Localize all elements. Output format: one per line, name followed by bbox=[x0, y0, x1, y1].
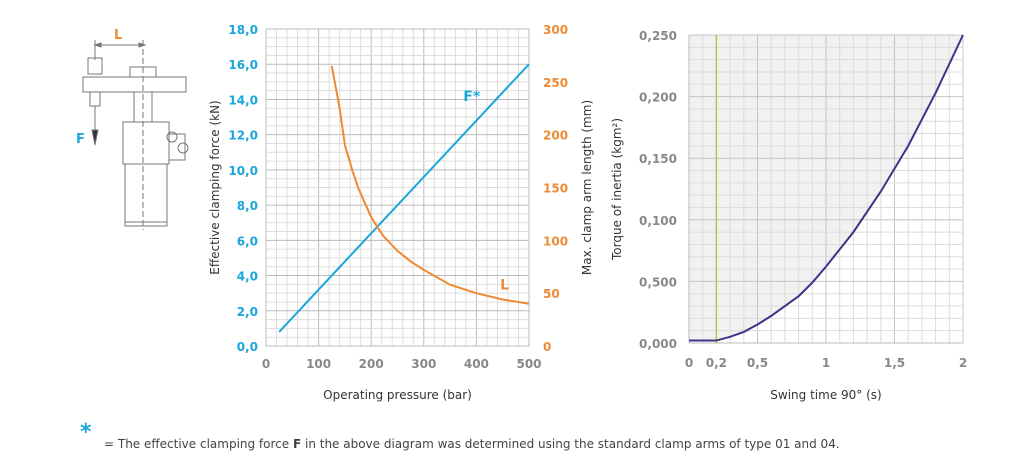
x-tick-label: 200 bbox=[359, 357, 384, 371]
y-tick-label: 4,0 bbox=[237, 270, 258, 284]
y-tick-label: 6,0 bbox=[237, 234, 258, 248]
y-tick-label: 12,0 bbox=[228, 129, 258, 143]
x-tick-label: 1 bbox=[822, 356, 830, 370]
x-tick-label: 2 bbox=[959, 356, 967, 370]
y-tick-label: 10,0 bbox=[228, 164, 258, 178]
y-tick-label: 16,0 bbox=[228, 58, 258, 72]
illustration-L-label: L bbox=[114, 28, 122, 43]
y-tick-label: 2,0 bbox=[237, 305, 258, 319]
y2-tick-label: 100 bbox=[543, 234, 568, 248]
y2-tick-label: 0 bbox=[543, 340, 551, 354]
y-tick-label: 0,0 bbox=[237, 340, 258, 354]
x-tick-label: 1,5 bbox=[884, 356, 905, 370]
footnote-bold: F bbox=[292, 437, 302, 451]
y-tick-label: 0,500 bbox=[639, 275, 677, 289]
x-tick-label: 0,5 bbox=[747, 356, 768, 370]
y-axis-label: Effective clamping force (kN) bbox=[208, 100, 222, 274]
y2-axis-label: Max. clamp arm length (mm) bbox=[580, 100, 594, 275]
x-tick-label: 500 bbox=[516, 357, 541, 371]
x-tick-label: 100 bbox=[306, 357, 331, 371]
y2-tick-label: 50 bbox=[543, 287, 560, 301]
footnote: = The effective clamping force F in the … bbox=[104, 437, 840, 451]
y-tick-label: 0,200 bbox=[639, 91, 677, 105]
y2-tick-label: 200 bbox=[543, 129, 568, 143]
x-axis-label: Swing time 90° (s) bbox=[770, 388, 881, 402]
illustration-F-label: F bbox=[76, 132, 85, 147]
plot-frame bbox=[265, 28, 530, 347]
y-tick-label: 0,100 bbox=[639, 214, 677, 228]
x-tick-label: 0 bbox=[685, 356, 693, 370]
y-tick-label: 8,0 bbox=[237, 199, 258, 213]
y2-tick-label: 250 bbox=[543, 76, 568, 90]
y-tick-label: 14,0 bbox=[228, 93, 258, 107]
y2-tick-label: 300 bbox=[543, 23, 568, 37]
annotation-length: L bbox=[500, 278, 509, 294]
annotation-force: F* bbox=[463, 89, 481, 105]
x-tick-label: 0,2 bbox=[706, 356, 727, 370]
footnote-asterisk: * bbox=[80, 420, 92, 445]
x-tick-label: 400 bbox=[464, 357, 489, 371]
footnote-post: in the above diagram was determined usin… bbox=[301, 437, 840, 451]
y-tick-label: 18,0 bbox=[228, 23, 258, 37]
pressure-chart: 0 100 200 300 400 5000,02,04,06,08,010,012,01… bbox=[208, 23, 594, 402]
y2-tick-label: 150 bbox=[543, 182, 568, 196]
y-axis-label: Torque of inertia (kgm²) bbox=[610, 118, 624, 261]
series-length-line bbox=[330, 65, 530, 305]
clamp-illustration bbox=[82, 40, 189, 230]
x-tick-label: 0 bbox=[262, 357, 270, 371]
series-force-line bbox=[278, 63, 530, 333]
series-inertia-line bbox=[689, 34, 964, 342]
x-tick-label: 300 bbox=[411, 357, 436, 371]
y-tick-label: 0,250 bbox=[639, 29, 677, 43]
y-tick-label: 0,150 bbox=[639, 152, 677, 166]
x-axis-label: Operating pressure (bar) bbox=[323, 388, 472, 402]
footnote-pre: = The effective clamping force bbox=[104, 437, 293, 451]
y-tick-label: 0,000 bbox=[639, 337, 677, 351]
inertia-chart: 0 0,2 0,5 1 1,5 2 0,000 0,500 0,100 0,150 0,200 0,2… bbox=[610, 29, 967, 402]
